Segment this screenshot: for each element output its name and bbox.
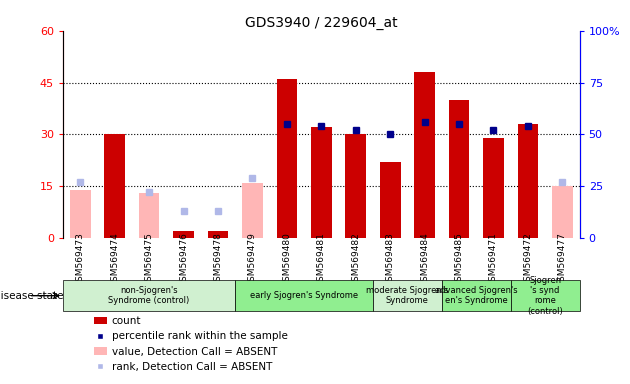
Bar bbox=[483, 138, 504, 238]
Text: moderate Sjogren's
Syndrome: moderate Sjogren's Syndrome bbox=[366, 286, 449, 305]
Text: GSM569471: GSM569471 bbox=[489, 232, 498, 286]
Text: GSM569484: GSM569484 bbox=[420, 232, 429, 286]
Bar bbox=[311, 127, 331, 238]
Bar bbox=[208, 231, 228, 238]
FancyBboxPatch shape bbox=[235, 280, 373, 311]
Bar bbox=[415, 72, 435, 238]
Bar bbox=[449, 100, 469, 238]
Text: GSM569482: GSM569482 bbox=[352, 232, 360, 286]
Text: GSM569480: GSM569480 bbox=[282, 232, 291, 286]
Text: disease state: disease state bbox=[0, 291, 63, 301]
Text: GSM569485: GSM569485 bbox=[455, 232, 464, 286]
Text: GSM569481: GSM569481 bbox=[317, 232, 326, 286]
Bar bbox=[105, 134, 125, 238]
Text: GSM569483: GSM569483 bbox=[386, 232, 394, 286]
Text: GSM569478: GSM569478 bbox=[214, 232, 222, 286]
FancyBboxPatch shape bbox=[511, 280, 580, 311]
Text: GSM569472: GSM569472 bbox=[524, 232, 532, 286]
Bar bbox=[518, 124, 538, 238]
FancyBboxPatch shape bbox=[373, 280, 442, 311]
FancyBboxPatch shape bbox=[442, 280, 511, 311]
Text: GSM569474: GSM569474 bbox=[110, 232, 119, 286]
Text: GSM569475: GSM569475 bbox=[145, 232, 154, 286]
Bar bbox=[173, 231, 194, 238]
Bar bbox=[345, 134, 366, 238]
Bar bbox=[139, 193, 159, 238]
Bar bbox=[552, 186, 573, 238]
Bar bbox=[242, 183, 263, 238]
Text: GSM569477: GSM569477 bbox=[558, 232, 567, 286]
Text: GSM569479: GSM569479 bbox=[248, 232, 257, 286]
Text: Sjogren
's synd
rome
(control): Sjogren 's synd rome (control) bbox=[527, 276, 563, 316]
Text: early Sjogren's Syndrome: early Sjogren's Syndrome bbox=[250, 291, 358, 300]
Text: GSM569476: GSM569476 bbox=[179, 232, 188, 286]
Bar bbox=[70, 190, 91, 238]
Legend: count, percentile rank within the sample, value, Detection Call = ABSENT, rank, : count, percentile rank within the sample… bbox=[94, 316, 288, 372]
Bar bbox=[380, 162, 401, 238]
Title: GDS3940 / 229604_at: GDS3940 / 229604_at bbox=[245, 16, 398, 30]
FancyBboxPatch shape bbox=[63, 280, 235, 311]
Text: advanced Sjogren's
en's Syndrome: advanced Sjogren's en's Syndrome bbox=[435, 286, 518, 305]
Text: GSM569473: GSM569473 bbox=[76, 232, 84, 286]
Bar bbox=[277, 79, 297, 238]
Text: non-Sjogren's
Syndrome (control): non-Sjogren's Syndrome (control) bbox=[108, 286, 190, 305]
